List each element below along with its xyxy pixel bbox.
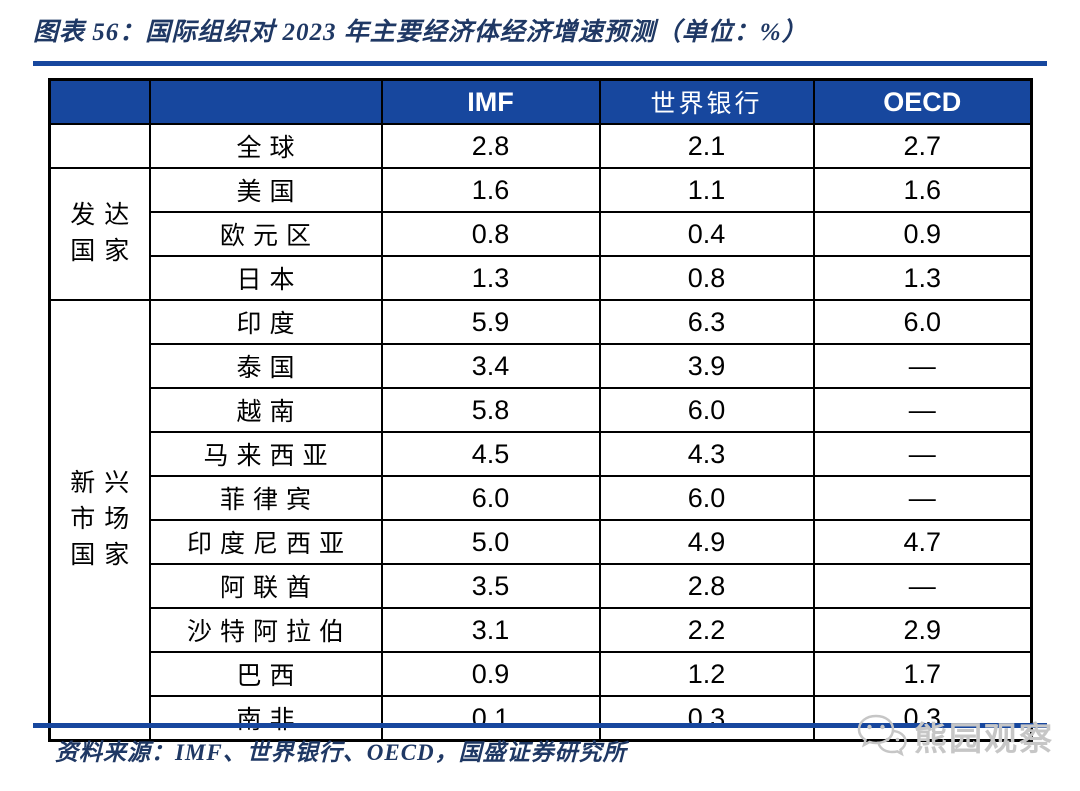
imf-value-cell: 5.0 (380, 519, 601, 565)
world-bank-value-cell: 2.1 (598, 123, 815, 169)
oecd-value-cell: — (812, 475, 1033, 521)
world-bank-value-cell: 4.9 (598, 519, 815, 565)
table-row-india: 新兴 市场 国家 印度 5.9 6.3 6.0 (48, 299, 1033, 742)
oecd-value-cell: 1.6 (812, 167, 1033, 213)
oecd-value-cell: 1.3 (812, 255, 1033, 301)
group-label-cell-developed: 发达 国家 (48, 167, 151, 301)
table-row-saudi-arabia: 沙特阿拉伯 3.1 2.2 2.9 (50, 607, 1033, 653)
imf-value-cell: 3.5 (380, 563, 601, 609)
source-note: 资料来源：IMF、世界银行、OECD，国盛证券研究所 (55, 740, 627, 765)
column-header-oecd: OECD (812, 78, 1033, 125)
column-header-imf: IMF (380, 78, 601, 125)
oecd-value-cell: — (812, 343, 1033, 389)
world-bank-value-cell: 6.3 (598, 299, 815, 345)
oecd-value-cell: 1.7 (812, 651, 1033, 697)
group-label-line: 国家 (70, 542, 139, 570)
economy-name-cell: 南非 (148, 695, 383, 742)
table-row-vietnam: 越南 5.8 6.0 — (50, 387, 1033, 433)
economy-name-cell: 印度尼西亚 (148, 519, 383, 565)
group-label-line: 国家 (70, 238, 139, 265)
economy-name-cell: 欧元区 (148, 211, 383, 257)
oecd-value-cell: 4.7 (812, 519, 1033, 565)
economy-name-cell: 马来西亚 (148, 431, 383, 477)
oecd-value-cell: 0.9 (812, 211, 1033, 257)
imf-value-cell: 5.8 (380, 387, 601, 433)
oecd-value-cell: — (812, 431, 1033, 477)
economy-name-cell: 全球 (148, 123, 383, 169)
page-title: 图表 56：国际组织对 2023 年主要经济体经济增速预测（单位：%） (33, 19, 808, 46)
oecd-value-cell: — (812, 563, 1033, 609)
oecd-value-cell: 2.9 (812, 607, 1033, 653)
economy-name-cell: 巴西 (148, 651, 383, 697)
imf-value-cell: 3.1 (380, 607, 601, 653)
table-row-thailand: 泰国 3.4 3.9 — (50, 343, 1033, 389)
imf-value-cell: 3.4 (380, 343, 601, 389)
world-bank-value-cell: 0.3 (598, 695, 815, 742)
economy-name-cell: 沙特阿拉伯 (148, 607, 383, 653)
economy-name-cell: 菲律宾 (148, 475, 383, 521)
table-row-eurozone: 欧元区 0.8 0.4 0.9 (50, 211, 1033, 257)
world-bank-value-cell: 2.2 (598, 607, 815, 653)
watermark-text: 熊园观察 (914, 722, 1054, 758)
imf-value-cell: 5.9 (380, 299, 601, 345)
column-header-world-bank: 世界银行 (598, 78, 815, 125)
world-bank-value-cell: 3.9 (598, 343, 815, 389)
imf-value-cell: 0.9 (380, 651, 601, 697)
economy-name-cell: 日本 (148, 255, 383, 301)
imf-value-cell: 4.5 (380, 431, 601, 477)
table-row-indonesia: 印度尼西亚 5.0 4.9 4.7 (50, 519, 1033, 565)
economy-name-cell: 越南 (148, 387, 383, 433)
imf-value-cell: 2.8 (380, 123, 601, 169)
table-row-brazil: 巴西 0.9 1.2 1.7 (50, 651, 1033, 697)
group-label-line: 市场 (70, 505, 139, 533)
imf-value-cell: 1.6 (380, 167, 601, 213)
group-label-cell-emerging: 新兴 市场 国家 (48, 299, 151, 742)
imf-value-cell: 0.8 (380, 211, 601, 257)
imf-value-cell: 6.0 (380, 475, 601, 521)
table-row-global: 全球 2.8 2.1 2.7 (48, 123, 1033, 169)
table-row-us: 发达 国家 美国 1.6 1.1 1.6 (48, 167, 1033, 301)
forecast-table: IMF 世界银行 OECD 全球 2.8 2.1 2.7 发达 国家 美国 1.… (48, 78, 1033, 742)
world-bank-value-cell: 6.0 (598, 475, 815, 521)
table-row-philippines: 菲律宾 6.0 6.0 — (50, 475, 1033, 521)
world-bank-value-cell: 4.3 (598, 431, 815, 477)
oecd-value-cell: 6.0 (812, 299, 1033, 345)
world-bank-value-cell: 6.0 (598, 387, 815, 433)
watermark: 熊园观察 (856, 712, 1054, 760)
economy-name-cell: 泰国 (148, 343, 383, 389)
world-bank-value-cell: 1.1 (598, 167, 815, 213)
table-row-japan: 日本 1.3 0.8 1.3 (50, 255, 1033, 301)
economy-name-cell: 阿联酋 (148, 563, 383, 609)
group-label-line: 发达 (70, 201, 139, 229)
title-divider (33, 61, 1047, 66)
group-label-line: 新兴 (70, 469, 139, 497)
footer-divider (33, 723, 1047, 728)
oecd-value-cell: 0.3 (812, 695, 1033, 742)
world-bank-value-cell: 0.8 (598, 255, 815, 301)
imf-value-cell: 1.3 (380, 255, 601, 301)
column-header-economy-blank (148, 78, 383, 125)
table-header-row: IMF 世界银行 OECD (48, 78, 1033, 125)
wechat-icon (856, 713, 908, 759)
economy-name-cell: 美国 (148, 167, 383, 213)
oecd-value-cell: 2.7 (812, 123, 1033, 169)
economy-name-cell: 印度 (148, 299, 383, 345)
world-bank-value-cell: 0.4 (598, 211, 815, 257)
world-bank-value-cell: 1.2 (598, 651, 815, 697)
column-header-group-blank (48, 78, 151, 125)
world-bank-value-cell: 2.8 (598, 563, 815, 609)
table-row-uae: 阿联酋 3.5 2.8 — (50, 563, 1033, 609)
group-label-cell-blank (48, 123, 151, 169)
oecd-value-cell: — (812, 387, 1033, 433)
table-row-malaysia: 马来西亚 4.5 4.3 — (50, 431, 1033, 477)
